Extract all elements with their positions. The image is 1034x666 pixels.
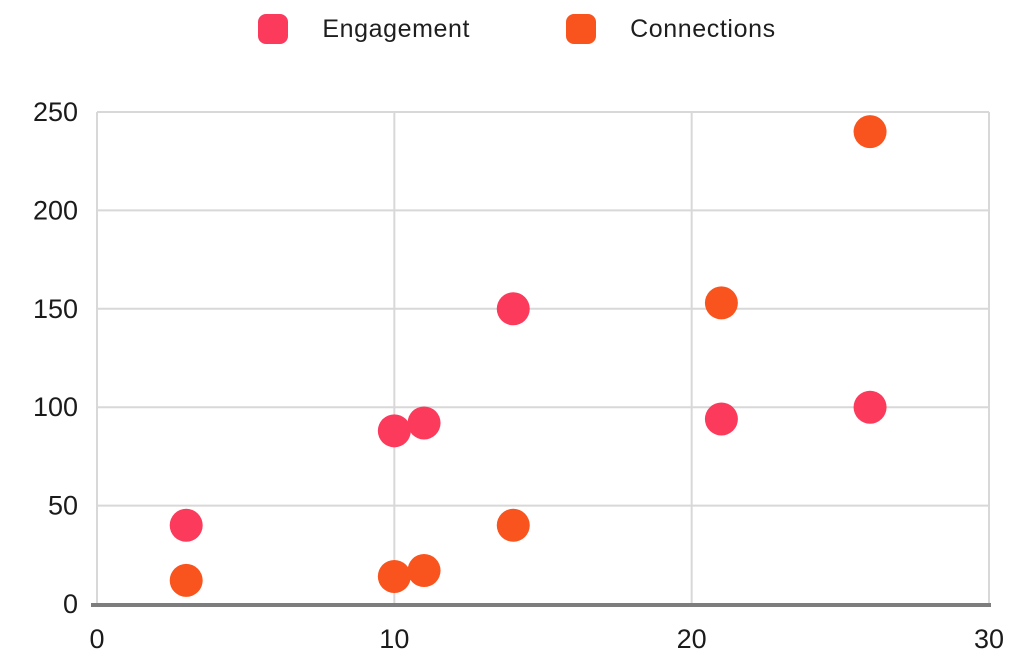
data-point-engagement[interactable] [169, 508, 203, 542]
y-tick-label-250: 250 [33, 97, 78, 127]
y-tick-label-150: 150 [33, 294, 78, 324]
x-tick-label-20: 20 [677, 624, 707, 654]
y-tick-label-100: 100 [33, 392, 78, 422]
data-point-engagement[interactable] [853, 390, 887, 424]
data-point-engagement[interactable] [407, 406, 441, 440]
y-tick-label-0: 0 [63, 589, 78, 619]
legend-item-engagement[interactable]: Engagement [258, 14, 470, 44]
data-point-connections[interactable] [496, 508, 530, 542]
x-tick-label-30: 30 [974, 624, 1004, 654]
data-point-engagement[interactable] [377, 414, 411, 448]
connections-swatch [566, 14, 597, 44]
legend-label-connections: Connections [630, 14, 776, 43]
legend-label-engagement: Engagement [322, 14, 471, 43]
data-point-connections[interactable] [704, 286, 738, 320]
data-point-engagement[interactable] [704, 402, 738, 436]
legend-item-connections[interactable]: Connections [566, 14, 776, 44]
x-tick-label-0: 0 [89, 624, 104, 654]
data-point-connections[interactable] [377, 559, 411, 593]
data-point-connections[interactable] [169, 563, 203, 597]
data-point-connections[interactable] [853, 115, 887, 149]
data-point-connections[interactable] [407, 554, 441, 588]
engagement-swatch [258, 14, 289, 44]
chart-legend: Engagement Connections [0, 14, 1034, 44]
y-tick-label-50: 50 [48, 491, 78, 521]
x-tick-label-10: 10 [379, 624, 409, 654]
data-point-engagement[interactable] [496, 292, 530, 326]
y-tick-label-200: 200 [33, 195, 78, 225]
